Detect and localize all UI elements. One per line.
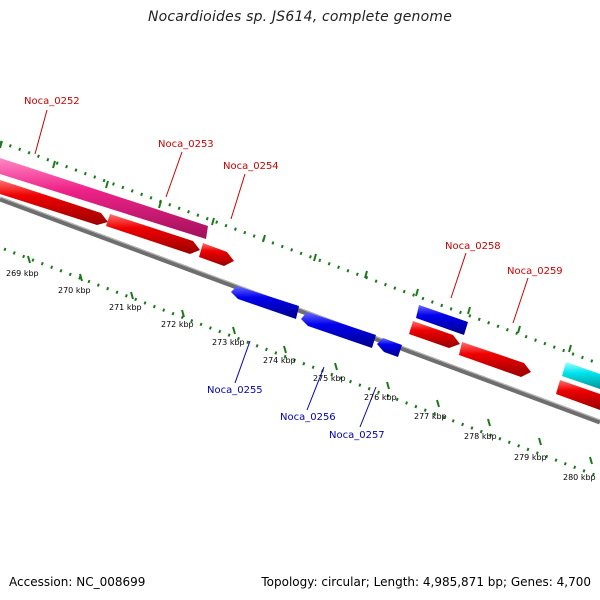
inner-tick xyxy=(283,345,287,354)
accession-text: Accession: NC_008699 xyxy=(9,575,146,589)
leader-noca-0256 xyxy=(306,366,325,411)
outer-tick xyxy=(105,180,109,189)
scale-label: 269 kbp xyxy=(6,269,39,278)
gene-noca-0258-reverse[interactable] xyxy=(416,305,468,335)
scale-label: 275 kbp xyxy=(313,374,346,383)
gene-right-edge[interactable] xyxy=(556,380,600,410)
label-noca-0257: Noca_0257 xyxy=(329,430,385,441)
gene-noca-0256[interactable] xyxy=(301,312,376,348)
scale-label: 272 kbp xyxy=(161,320,194,329)
outer-tick xyxy=(262,234,266,243)
outer-tick xyxy=(415,288,419,297)
inner-tick xyxy=(589,456,593,465)
scale-label: 276 kbp xyxy=(364,393,397,402)
label-noca-0255: Noca_0255 xyxy=(207,385,263,396)
label-noca-0254: Noca_0254 xyxy=(223,161,279,172)
outer-tick xyxy=(568,344,572,353)
label-noca-0256: Noca_0256 xyxy=(280,412,336,423)
label-noca-0252: Noca_0252 xyxy=(24,96,80,107)
inner-tick xyxy=(79,273,83,282)
outer-tick xyxy=(517,325,521,334)
inner-tick xyxy=(181,309,185,318)
inner-tick xyxy=(130,291,134,300)
label-noca-0258: Noca_0258 xyxy=(445,241,501,252)
gene-noca-0254[interactable] xyxy=(199,243,234,266)
outer-tick xyxy=(158,200,162,209)
gene-noca-0255[interactable] xyxy=(231,286,299,319)
leader-noca-0255 xyxy=(234,340,251,384)
gene-noca-0253[interactable] xyxy=(106,214,200,254)
scale-label: 280 kbp xyxy=(563,473,596,482)
leader-noca-0259 xyxy=(512,277,529,324)
scale-label: 278 kbp xyxy=(464,432,497,441)
outer-tick xyxy=(364,270,368,279)
inner-tick xyxy=(232,326,236,335)
inner-tick xyxy=(386,381,390,390)
scale-label: 274 kbp xyxy=(263,356,296,365)
leader-noca-0253 xyxy=(165,151,183,198)
leader-noca-0257 xyxy=(359,386,377,428)
scale-label: 270 kbp xyxy=(58,286,91,295)
outer-tick-ring xyxy=(0,140,600,366)
leader-noca-0252 xyxy=(34,109,48,155)
scale-label: 271 kbp xyxy=(109,303,142,312)
scale-label: 279 kbp xyxy=(514,453,547,462)
outer-tick xyxy=(52,160,56,169)
gene-noca-0259[interactable] xyxy=(459,342,531,377)
genome-summary-text: Topology: circular; Length: 4,985,871 bp… xyxy=(261,575,591,589)
leader-noca-0254 xyxy=(230,173,246,220)
label-noca-0253: Noca_0253 xyxy=(158,139,214,150)
inner-tick xyxy=(487,418,491,427)
map-title: Nocardioides sp. JS614, complete genome xyxy=(147,9,453,25)
inner-tick xyxy=(27,255,31,264)
cyan-feature[interactable] xyxy=(562,362,600,389)
inner-tick xyxy=(436,399,440,408)
outer-tick xyxy=(313,253,317,262)
outer-tick xyxy=(0,140,3,149)
inner-tick xyxy=(334,362,338,371)
inner-tick xyxy=(538,437,542,446)
scale-label: 273 kbp xyxy=(212,338,245,347)
outer-tick xyxy=(467,306,471,315)
gene-noca-0257[interactable] xyxy=(377,338,402,357)
gene-noca-0258[interactable] xyxy=(409,321,460,348)
pink-feature[interactable] xyxy=(0,158,208,239)
gene-noca-0252[interactable] xyxy=(0,180,108,225)
inner-tick-ring xyxy=(3,247,600,479)
scale-label: 277 kbp xyxy=(414,412,447,421)
label-noca-0259: Noca_0259 xyxy=(507,266,563,277)
outer-tick xyxy=(211,217,215,226)
leader-noca-0258 xyxy=(450,252,467,299)
genome-backbone xyxy=(0,196,600,425)
